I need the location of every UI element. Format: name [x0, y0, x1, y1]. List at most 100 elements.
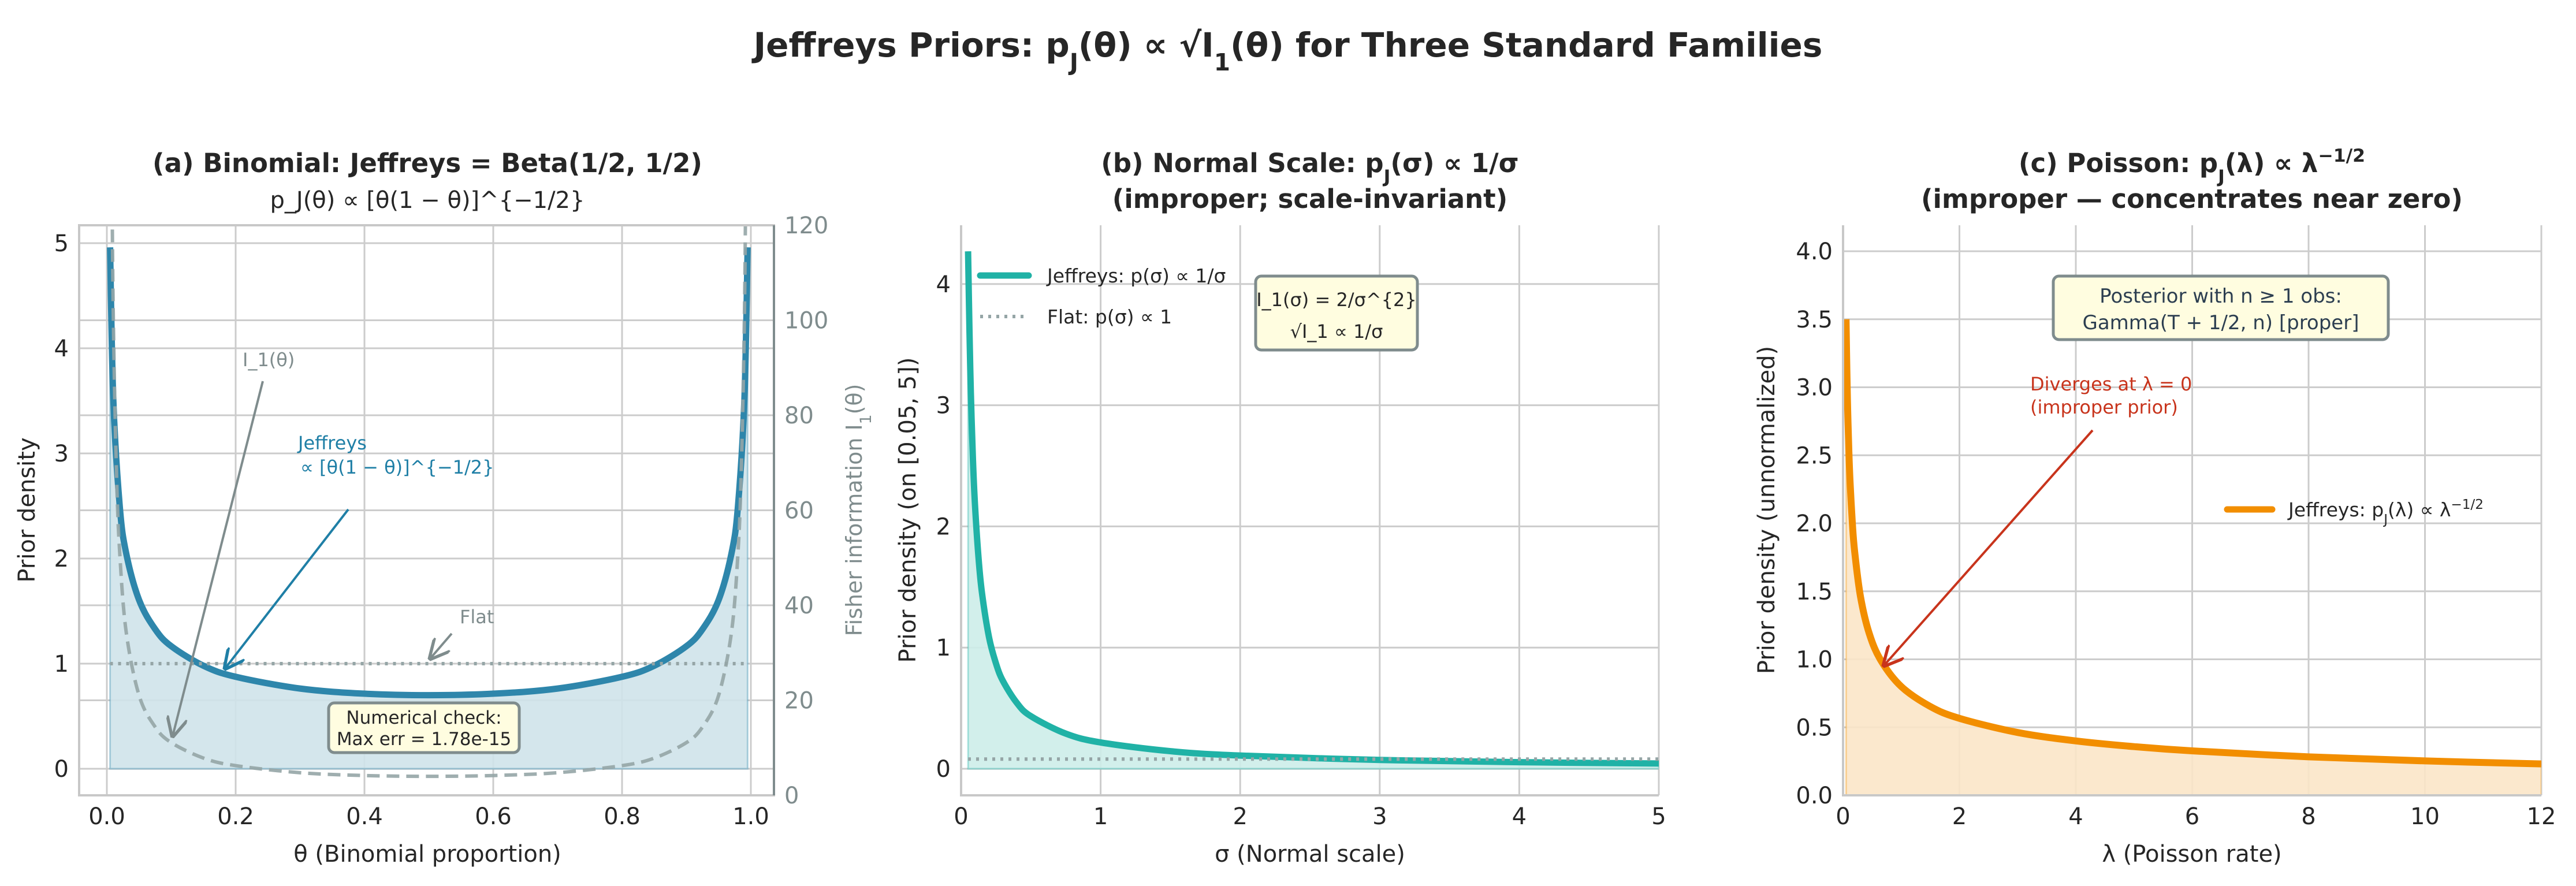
x-tick-label: 2	[1233, 803, 1247, 830]
area-fill-jeffreys	[109, 247, 749, 770]
y-tick-label: 2	[936, 513, 951, 540]
y-right-tick-label: 0	[784, 783, 799, 809]
y-tick-label: 2.5	[1796, 442, 1833, 469]
xlabel-a: θ (Binomial proportion)	[293, 841, 561, 868]
series-line-jeffreys	[107, 247, 751, 699]
series-line-jeffreys	[1843, 319, 2541, 768]
y-tick-label: 4	[54, 336, 69, 362]
y-tick-label: 1.5	[1796, 579, 1833, 605]
panel-c: 0 2 4 6 8 10 12 0.0 0.5 1.0 1.5 2.0 2.5 3.0 3.5 4.0 (c)…	[1754, 146, 2556, 868]
annotation-fisher: I_1(θ)	[243, 349, 295, 371]
x-tick-label: 4	[1512, 803, 1527, 830]
check-line-2: Max err = 1.78e-15	[337, 729, 511, 750]
box-c-line-1: Posterior with n ≥ 1 obs:	[2099, 285, 2342, 308]
arrow-jeffreys	[225, 508, 349, 668]
y-tick-label: 1.0	[1796, 647, 1833, 673]
ticks-b: 0 1 2 3 4 5 0 1 2 3 4	[936, 271, 1666, 830]
panel-b: 0 1 2 3 4 5 0 1 2 3 4 (b) Normal Scale: pJ(σ) ∝ 1/…	[895, 148, 1666, 868]
y-tick-label: 0.5	[1796, 714, 1833, 741]
ylabel-right-a: Fisher information I1(θ)	[842, 384, 875, 636]
ticks-a: 0.0 0.2 0.4 0.6 0.8 1.0 0 1 2 3 4 5 0 20 40 60 80 100 120	[54, 213, 829, 830]
x-tick-label: 8	[2301, 803, 2316, 830]
y-right-tick-label: 20	[784, 688, 814, 714]
legend-label-poisson: Jeffreys: pJ(λ) ∝ λ−1/2	[2287, 497, 2484, 527]
legend-b: Jeffreys: p(σ) ∝ 1/σ Flat: p(σ) ∝ 1	[977, 265, 1226, 328]
x-tick-label: 0.6	[475, 803, 512, 830]
numerical-check-box: Numerical check: Max err = 1.78e-15	[327, 701, 521, 754]
x-tick-label: 3	[1372, 803, 1387, 830]
x-tick-label: 0	[1836, 803, 1850, 830]
area-fill-jeffreys	[1845, 319, 2541, 795]
box-b-line-2: √I_1 ∝ 1/σ	[1290, 321, 1383, 343]
legend-label-jeffreys: Jeffreys: p(σ) ∝ 1/σ	[1046, 265, 1226, 287]
x-tick-label: 5	[1651, 803, 1666, 830]
y-right-tick-label: 120	[784, 213, 828, 239]
annotation-diverges-1: Diverges at λ = 0	[2030, 373, 2192, 395]
check-line-1: Numerical check:	[346, 708, 501, 728]
x-tick-label: 12	[2527, 803, 2556, 830]
y-right-tick-label: 100	[784, 308, 828, 334]
y-tick-label: 0	[54, 756, 69, 783]
subtitle-b: (improper; scale-invariant)	[1112, 184, 1508, 214]
x-tick-label: 1.0	[732, 803, 769, 830]
box-b-line-1: I_1(σ) = 2/σ^{2}	[1256, 289, 1417, 311]
y-right-tick-label: 80	[784, 403, 814, 429]
arrow-flat	[430, 632, 453, 658]
ylabel-b: Prior density (on [0.05, 5])	[895, 358, 921, 663]
xlabel-c: λ (Poisson rate)	[2102, 841, 2281, 868]
ylabel-c: Prior density (unnormalized)	[1754, 346, 1780, 674]
arrow-diverges	[1884, 429, 2094, 665]
x-tick-label: 0.0	[88, 803, 125, 830]
x-tick-label: 0.4	[346, 803, 383, 830]
series-line-fisher	[110, 225, 747, 779]
series-c	[1843, 319, 2541, 795]
ticks-c: 0 2 4 6 8 10 12 0.0 0.5 1.0 1.5 2.0 2.5 3.0 3.5 4.0	[1796, 239, 2556, 830]
y-tick-label: 3.0	[1796, 375, 1833, 401]
series-b	[965, 251, 1659, 770]
title-c: (c) Poisson: pJ(λ) ∝ λ−1/2	[2019, 146, 2365, 187]
fisher-info-box: I_1(σ) = 2/σ^{2} √I_1 ∝ 1/σ	[1254, 274, 1419, 352]
suptitle: Jeffreys Priors: pJ(θ) ∝ √I1(θ) for Thre…	[751, 25, 1823, 76]
ylabel-a: Prior density	[14, 437, 40, 582]
x-tick-label: 0.2	[217, 803, 254, 830]
arrow-fisher	[173, 381, 264, 736]
annotation-jeffreys-1: Jeffreys	[297, 432, 367, 454]
series-line-jeffreys	[965, 251, 1659, 767]
subtitle-c: (improper — concentrates near zero)	[1921, 184, 2463, 214]
spines-c	[1842, 225, 2541, 796]
x-tick-label: 4	[2068, 803, 2083, 830]
y-tick-label: 0	[936, 756, 951, 783]
y-right-tick-label: 60	[784, 498, 814, 524]
panel-a: 0.0 0.2 0.4 0.6 0.8 1.0012345020406080100120 …	[14, 148, 875, 868]
legend-c: Jeffreys: pJ(λ) ∝ λ−1/2	[2224, 497, 2484, 527]
y-tick-label: 3.5	[1796, 307, 1833, 333]
spines-b	[960, 225, 1659, 796]
y-tick-label: 1	[936, 635, 951, 661]
x-tick-label: 1	[1093, 803, 1108, 830]
x-tick-label: 6	[2185, 803, 2199, 830]
y-tick-label: 5	[54, 230, 69, 257]
xlabel-b: σ (Normal scale)	[1215, 841, 1405, 868]
x-tick-label: 10	[2410, 803, 2440, 830]
title-a: (a) Binomial: Jeffreys = Beta(1/2, 1/2)	[152, 148, 702, 178]
annotation-jeffreys-2: ∝ [θ(1 − θ)]^{−1/2}	[300, 456, 494, 478]
annotation-flat: Flat	[460, 606, 494, 628]
y-tick-label: 3	[54, 441, 69, 467]
box-c-line-2: Gamma(T + 1/2, n) [proper]	[2083, 311, 2359, 334]
y-tick-label: 4	[936, 271, 951, 298]
y-tick-label: 0.0	[1796, 783, 1833, 809]
x-tick-label: 0	[954, 803, 968, 830]
y-tick-label: 4.0	[1796, 239, 1833, 265]
y-tick-label: 2	[54, 546, 69, 572]
x-tick-label: 0.8	[604, 803, 641, 830]
legend-label-flat: Flat: p(σ) ∝ 1	[1047, 306, 1172, 328]
y-tick-label: 2.0	[1796, 511, 1833, 537]
y-tick-label: 1	[54, 651, 69, 677]
y-right-tick-label: 40	[784, 593, 814, 619]
x-tick-label: 2	[1952, 803, 1967, 830]
subtitle-a: p_J(θ) ∝ [θ(1 − θ)]^{−1/2}	[270, 187, 585, 214]
y-tick-label: 3	[936, 393, 951, 419]
title-b: (b) Normal Scale: pJ(σ) ∝ 1/σ	[1101, 148, 1518, 187]
annotation-diverges-2: (improper prior)	[2030, 396, 2178, 418]
